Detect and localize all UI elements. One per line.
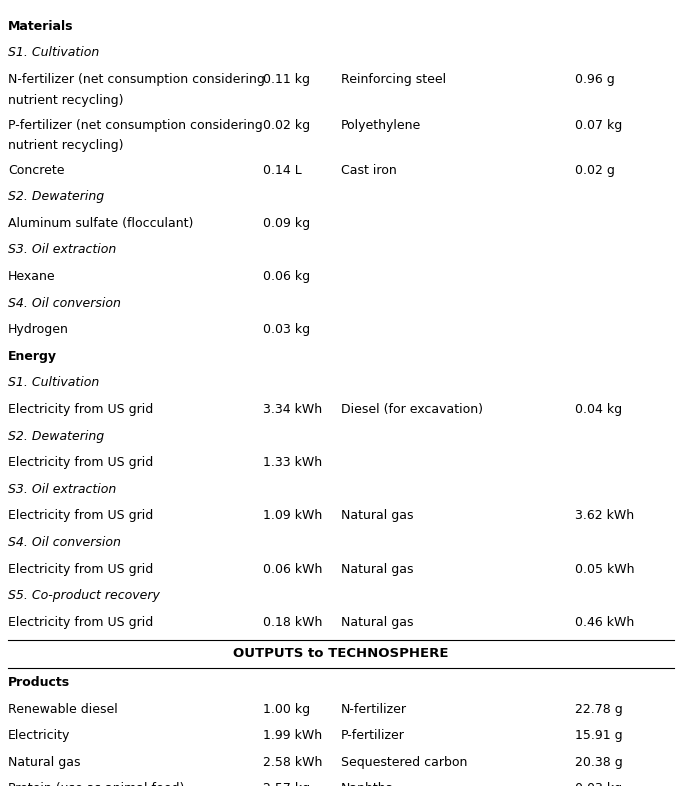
Text: Electricity from US grid: Electricity from US grid <box>8 509 153 523</box>
Text: 0.06 kWh: 0.06 kWh <box>263 563 323 575</box>
Text: 0.06 kg: 0.06 kg <box>263 270 310 283</box>
Text: S4. Oil conversion: S4. Oil conversion <box>8 536 121 549</box>
Text: P-fertilizer (net consumption considering: P-fertilizer (net consumption considerin… <box>8 119 263 131</box>
Text: Hydrogen: Hydrogen <box>8 323 69 336</box>
Text: Hexane: Hexane <box>8 270 56 283</box>
Text: 0.04 kg: 0.04 kg <box>576 403 623 416</box>
Text: Materials: Materials <box>8 20 74 33</box>
Text: Products: Products <box>8 676 70 689</box>
Text: 0.18 kWh: 0.18 kWh <box>263 615 323 629</box>
Text: 0.02 kg: 0.02 kg <box>263 119 310 131</box>
Text: S2. Dewatering: S2. Dewatering <box>8 190 104 203</box>
Text: Electricity from US grid: Electricity from US grid <box>8 456 153 469</box>
Text: 2.57 kg: 2.57 kg <box>263 783 310 786</box>
Text: 0.09 kg: 0.09 kg <box>263 217 310 230</box>
Text: nutrient recycling): nutrient recycling) <box>8 139 123 152</box>
Text: Concrete: Concrete <box>8 163 65 177</box>
Text: 20.38 g: 20.38 g <box>576 756 623 769</box>
Text: S1. Cultivation: S1. Cultivation <box>8 376 100 389</box>
Text: S4. Oil conversion: S4. Oil conversion <box>8 296 121 310</box>
Text: Protein (use as animal feed): Protein (use as animal feed) <box>8 783 185 786</box>
Text: Natural gas: Natural gas <box>341 509 413 523</box>
Text: Electricity from US grid: Electricity from US grid <box>8 403 153 416</box>
Text: Natural gas: Natural gas <box>8 756 80 769</box>
Text: 3.34 kWh: 3.34 kWh <box>263 403 322 416</box>
Text: Aluminum sulfate (flocculant): Aluminum sulfate (flocculant) <box>8 217 194 230</box>
Text: 0.03 kg: 0.03 kg <box>576 783 623 786</box>
Text: S1. Cultivation: S1. Cultivation <box>8 46 100 60</box>
Text: N-fertilizer: N-fertilizer <box>341 703 407 716</box>
Text: Electricity from US grid: Electricity from US grid <box>8 615 153 629</box>
Text: Electricity: Electricity <box>8 729 70 742</box>
Text: 2.58 kWh: 2.58 kWh <box>263 756 323 769</box>
Text: OUTPUTS to TECHNOSPHERE: OUTPUTS to TECHNOSPHERE <box>233 647 449 660</box>
Text: P-fertilizer: P-fertilizer <box>341 729 405 742</box>
Text: 3.62 kWh: 3.62 kWh <box>576 509 634 523</box>
Text: 1.09 kWh: 1.09 kWh <box>263 509 322 523</box>
Text: 0.14 L: 0.14 L <box>263 163 301 177</box>
Text: Energy: Energy <box>8 350 57 363</box>
Text: Polyethylene: Polyethylene <box>341 119 421 131</box>
Text: Cast iron: Cast iron <box>341 163 397 177</box>
Text: nutrient recycling): nutrient recycling) <box>8 94 123 107</box>
Text: N-fertilizer (net consumption considering: N-fertilizer (net consumption considerin… <box>8 73 265 86</box>
Text: 1.33 kWh: 1.33 kWh <box>263 456 322 469</box>
Text: Sequestered carbon: Sequestered carbon <box>341 756 467 769</box>
Text: 22.78 g: 22.78 g <box>576 703 623 716</box>
Text: S3. Oil extraction: S3. Oil extraction <box>8 244 117 256</box>
Text: Electricity from US grid: Electricity from US grid <box>8 563 153 575</box>
Text: 1.99 kWh: 1.99 kWh <box>263 729 322 742</box>
Text: S5. Co-product recovery: S5. Co-product recovery <box>8 590 160 602</box>
Text: Naphtha: Naphtha <box>341 783 394 786</box>
Text: 1.00 kg: 1.00 kg <box>263 703 310 716</box>
Text: 0.02 g: 0.02 g <box>576 163 615 177</box>
Text: S3. Oil extraction: S3. Oil extraction <box>8 483 117 496</box>
Text: Diesel (for excavation): Diesel (for excavation) <box>341 403 483 416</box>
Text: 0.05 kWh: 0.05 kWh <box>576 563 635 575</box>
Text: Renewable diesel: Renewable diesel <box>8 703 118 716</box>
Text: Reinforcing steel: Reinforcing steel <box>341 73 446 86</box>
Text: Natural gas: Natural gas <box>341 615 413 629</box>
Text: Natural gas: Natural gas <box>341 563 413 575</box>
Text: 0.96 g: 0.96 g <box>576 73 615 86</box>
Text: S2. Dewatering: S2. Dewatering <box>8 429 104 443</box>
Text: 0.46 kWh: 0.46 kWh <box>576 615 634 629</box>
Text: 0.07 kg: 0.07 kg <box>576 119 623 131</box>
Text: 15.91 g: 15.91 g <box>576 729 623 742</box>
Text: 0.03 kg: 0.03 kg <box>263 323 310 336</box>
Text: 0.11 kg: 0.11 kg <box>263 73 310 86</box>
